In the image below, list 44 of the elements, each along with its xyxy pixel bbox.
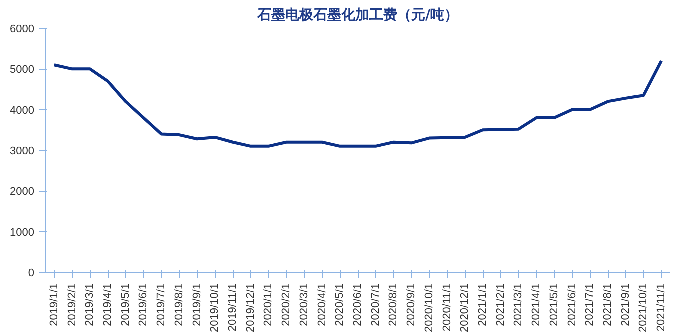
x-tick-label: 2019/3/1: [84, 283, 96, 326]
x-tick-label: 2019/4/1: [102, 283, 114, 326]
chart-title: 石墨电极石墨化加工费（元/吨）: [256, 8, 459, 24]
x-tick-label: 2020/3/1: [298, 283, 310, 326]
x-tick-label: 2020/5/1: [334, 283, 346, 326]
x-tick-label: 2019/9/1: [191, 283, 204, 326]
y-tick-label: 3000: [10, 146, 35, 158]
x-tick-label: 2019/11/1: [227, 283, 239, 332]
line-series: [52, 60, 664, 148]
y-tick-label: 4000: [10, 104, 35, 117]
x-tick-label: 2020/8/1: [388, 283, 400, 326]
x-tick-label: 2021/4/1: [530, 283, 543, 326]
x-tick-label: 2021/3/1: [512, 283, 525, 326]
x-tick-label: 2019/2/1: [66, 283, 78, 326]
x-tick-label: 2019/8/1: [173, 283, 186, 326]
x-tick-label: 2019/5/1: [120, 283, 132, 326]
x-tick-label: 2021/10/1: [638, 284, 650, 332]
x-tick-label: 2020/6/1: [352, 283, 364, 326]
x-tick-label: 2019/6/1: [138, 283, 150, 326]
y-tick-label: 2000: [10, 186, 35, 198]
x-tick-label: 2021/5/1: [548, 283, 560, 326]
x-tick-label: 2020/12/1: [459, 284, 472, 332]
x-tick-label: 2020/7/1: [370, 283, 382, 326]
x-tick-label: 2020/11/1: [441, 283, 454, 332]
x-tick-label: 2021/11/1: [656, 283, 668, 332]
x-tick-label: 2021/7/1: [584, 283, 596, 326]
x-tick-label: 2019/1/1: [48, 283, 60, 326]
x-tick-label: 2021/9/1: [620, 283, 632, 326]
x-tick-label: 2021/2/1: [494, 283, 507, 326]
y-tick-label: 0: [28, 268, 35, 280]
x-tick-label: 2019/10/1: [209, 284, 222, 332]
x-tick-label: 2020/1/1: [262, 283, 275, 326]
y-tick-label: 6000: [10, 24, 35, 36]
y-tick-label: 1000: [10, 226, 35, 239]
x-tick-label: 2020/2/1: [280, 283, 293, 326]
x-tick-label: 2021/8/1: [602, 283, 614, 326]
x-tick-label: 2020/9/1: [406, 283, 418, 326]
x-tick-label: 2021/1/1: [477, 283, 489, 326]
y-tick-label: 5000: [10, 64, 35, 76]
x-tick-label: 2021/6/1: [566, 283, 578, 326]
x-tick-label: 2019/12/1: [244, 284, 257, 332]
x-tick-label: 2020/4/1: [316, 283, 328, 326]
x-tick-label: 2020/10/1: [423, 284, 436, 332]
x-tick-label: 2019/7/1: [156, 283, 168, 326]
